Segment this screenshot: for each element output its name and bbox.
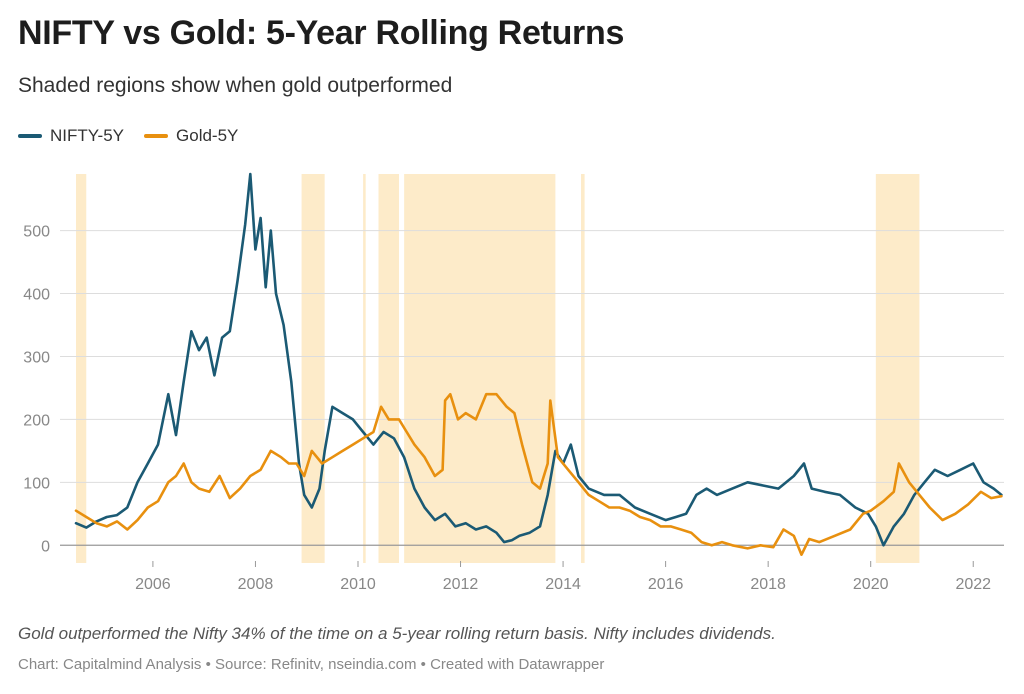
chart-title: NIFTY vs Gold: 5-Year Rolling Returns [18,14,625,52]
x-tick-label: 2016 [648,576,684,593]
legend-swatch-nifty [18,134,42,138]
legend-item-gold: Gold-5Y [144,126,238,146]
x-tick-label: 2010 [340,576,376,593]
shaded-region [875,174,920,563]
chart-subtitle: Shaded regions show when gold outperform… [18,74,453,97]
y-axis-ticks: 0 100 200 300 400 500 [23,224,50,556]
x-tick-label: 2006 [135,576,171,593]
chart-credit: Chart: Capitalmind Analysis • Source: Re… [18,656,605,673]
x-axis-ticks: 2006 2008 2010 2012 2014 2016 2018 2020 2022 [135,561,991,593]
legend-item-nifty: NIFTY-5Y [18,126,124,146]
y-tick-label: 0 [41,538,50,555]
line-chart: 0 100 200 300 400 500 2006 2008 2010 2012 2014 201… [23,172,1004,593]
x-tick-label: 2008 [238,576,274,593]
shaded-region [76,174,87,563]
chart-note: Gold outperformed the Nifty 34% of the t… [18,624,776,643]
x-tick-label: 2018 [750,576,786,593]
shaded-region [404,174,556,563]
legend-label-nifty: NIFTY-5Y [50,126,125,145]
y-tick-label: 300 [23,349,50,366]
shaded-region [378,174,400,563]
shaded-region [581,174,585,563]
y-tick-label: 500 [23,224,50,241]
chart-legend: NIFTY-5Y Gold-5Y [18,126,238,146]
x-tick-label: 2012 [443,576,479,593]
legend-swatch-gold [144,134,169,138]
series-lines [74,172,1003,556]
y-tick-label: 100 [23,475,50,492]
shaded-region [363,174,366,563]
y-tick-label: 400 [23,287,50,304]
y-tick-label: 200 [23,412,50,429]
series-line-nifty-5y [74,172,1003,547]
series-line-gold-5y [74,392,1003,556]
shaded-regions [76,174,920,563]
x-tick-label: 2020 [853,576,889,593]
x-tick-label: 2014 [545,576,581,593]
legend-label-gold: Gold-5Y [176,126,239,145]
x-tick-label: 2022 [955,576,991,593]
